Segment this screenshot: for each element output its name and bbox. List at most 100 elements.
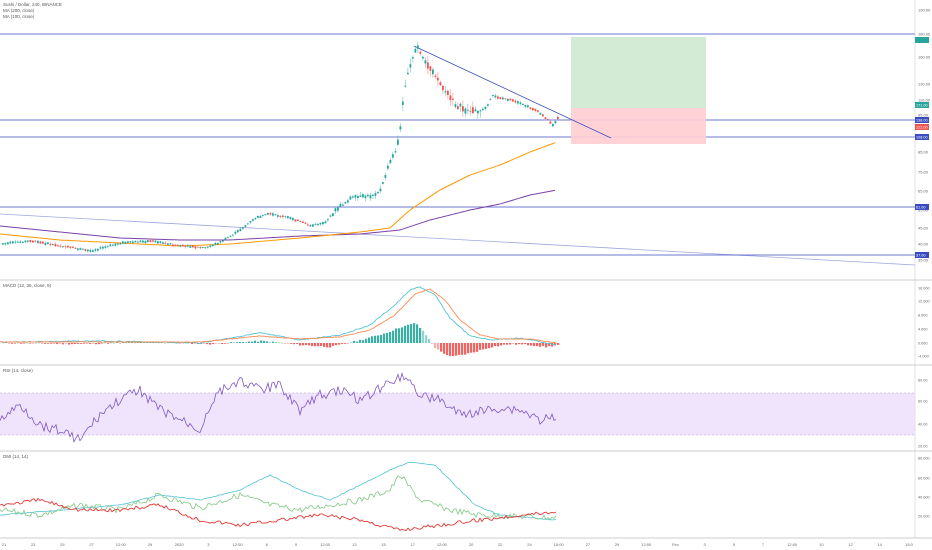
candle[interactable] [122,241,124,244]
candle[interactable] [102,246,104,249]
candle[interactable] [79,248,82,250]
candle[interactable] [457,106,459,110]
candle[interactable] [124,241,127,244]
candle[interactable] [519,102,522,104]
candle[interactable] [57,245,59,247]
candle[interactable] [84,249,87,251]
candle[interactable] [199,246,202,249]
candle[interactable] [217,242,219,245]
candle[interactable] [347,200,349,203]
candle[interactable] [52,244,54,245]
candle[interactable] [552,124,554,127]
candle[interactable] [544,117,547,119]
candle[interactable] [187,245,189,247]
candle[interactable] [164,242,167,244]
candle[interactable] [332,213,334,217]
candle[interactable] [394,151,397,153]
candle[interactable] [197,246,199,248]
candle[interactable] [272,213,274,216]
candle[interactable] [74,247,77,249]
candle[interactable] [292,218,294,221]
candle[interactable] [172,244,174,246]
candle[interactable] [349,196,352,200]
candle[interactable] [459,103,462,107]
candle[interactable] [312,224,314,227]
candle[interactable] [7,242,9,245]
candle[interactable] [14,241,17,243]
candle[interactable] [204,247,207,249]
candle[interactable] [352,196,354,198]
candle[interactable] [222,240,224,242]
candle[interactable] [362,194,364,198]
candle[interactable] [494,95,497,98]
candle[interactable] [264,214,267,215]
candle[interactable] [414,48,417,53]
candle[interactable] [319,222,322,225]
candle[interactable] [152,240,154,242]
candle[interactable] [409,64,412,68]
candle[interactable] [229,235,232,237]
long-trendline[interactable] [0,213,916,266]
candle[interactable] [59,245,62,247]
candle[interactable] [274,214,277,216]
macd-pane[interactable] [0,286,560,357]
candle[interactable] [437,77,439,81]
candle[interactable] [237,230,239,233]
candle[interactable] [329,215,332,217]
candle[interactable] [439,82,442,86]
candle[interactable] [402,101,404,105]
candle[interactable] [92,250,94,252]
candle[interactable] [339,203,342,207]
candle[interactable] [344,201,347,204]
candle[interactable] [487,104,489,106]
candle[interactable] [522,103,524,105]
candle[interactable] [97,248,99,251]
candle[interactable] [392,154,394,158]
candle[interactable] [9,241,12,244]
ma200-line[interactable] [0,189,556,241]
candle[interactable] [412,57,414,59]
candle[interactable] [159,241,162,243]
candle[interactable] [444,91,447,93]
candle[interactable] [37,240,39,244]
candle[interactable] [532,108,534,111]
candle[interactable] [294,219,297,222]
candle[interactable] [232,234,234,236]
candle[interactable] [429,66,432,71]
candle[interactable] [432,69,434,75]
candle[interactable] [47,242,49,245]
candle[interactable] [327,219,329,221]
candle[interactable] [534,108,537,111]
candle[interactable] [149,240,152,243]
candle[interactable] [4,242,7,245]
candle[interactable] [482,108,484,111]
candle[interactable] [299,220,302,222]
symbol-title[interactable]: Sushi / Dollar, 240, BINANCE [3,2,63,7]
candle[interactable] [142,240,144,243]
candle[interactable] [147,240,149,243]
candle[interactable] [449,95,452,101]
candle[interactable] [144,240,147,243]
candle[interactable] [117,243,119,245]
profit-zone[interactable] [571,37,706,108]
candle[interactable] [367,194,369,197]
candle[interactable] [69,246,72,248]
dmi-legend[interactable]: DMI (14, 14) [3,454,29,459]
candle[interactable] [279,215,282,217]
candle[interactable] [202,247,204,249]
candle[interactable] [309,225,312,227]
ma100-legend[interactable]: MA (100, close) [3,14,35,19]
loss-zone[interactable] [571,108,706,144]
candle[interactable] [227,237,229,239]
candle[interactable] [354,195,357,198]
candle[interactable] [179,245,182,247]
candle[interactable] [174,244,177,246]
candle[interactable] [424,60,427,64]
candle[interactable] [162,242,164,244]
candle[interactable] [304,222,307,224]
candle[interactable] [477,110,479,114]
candle[interactable] [127,241,129,243]
candle[interactable] [489,99,492,101]
candle[interactable] [497,96,499,99]
candle[interactable] [182,244,184,247]
